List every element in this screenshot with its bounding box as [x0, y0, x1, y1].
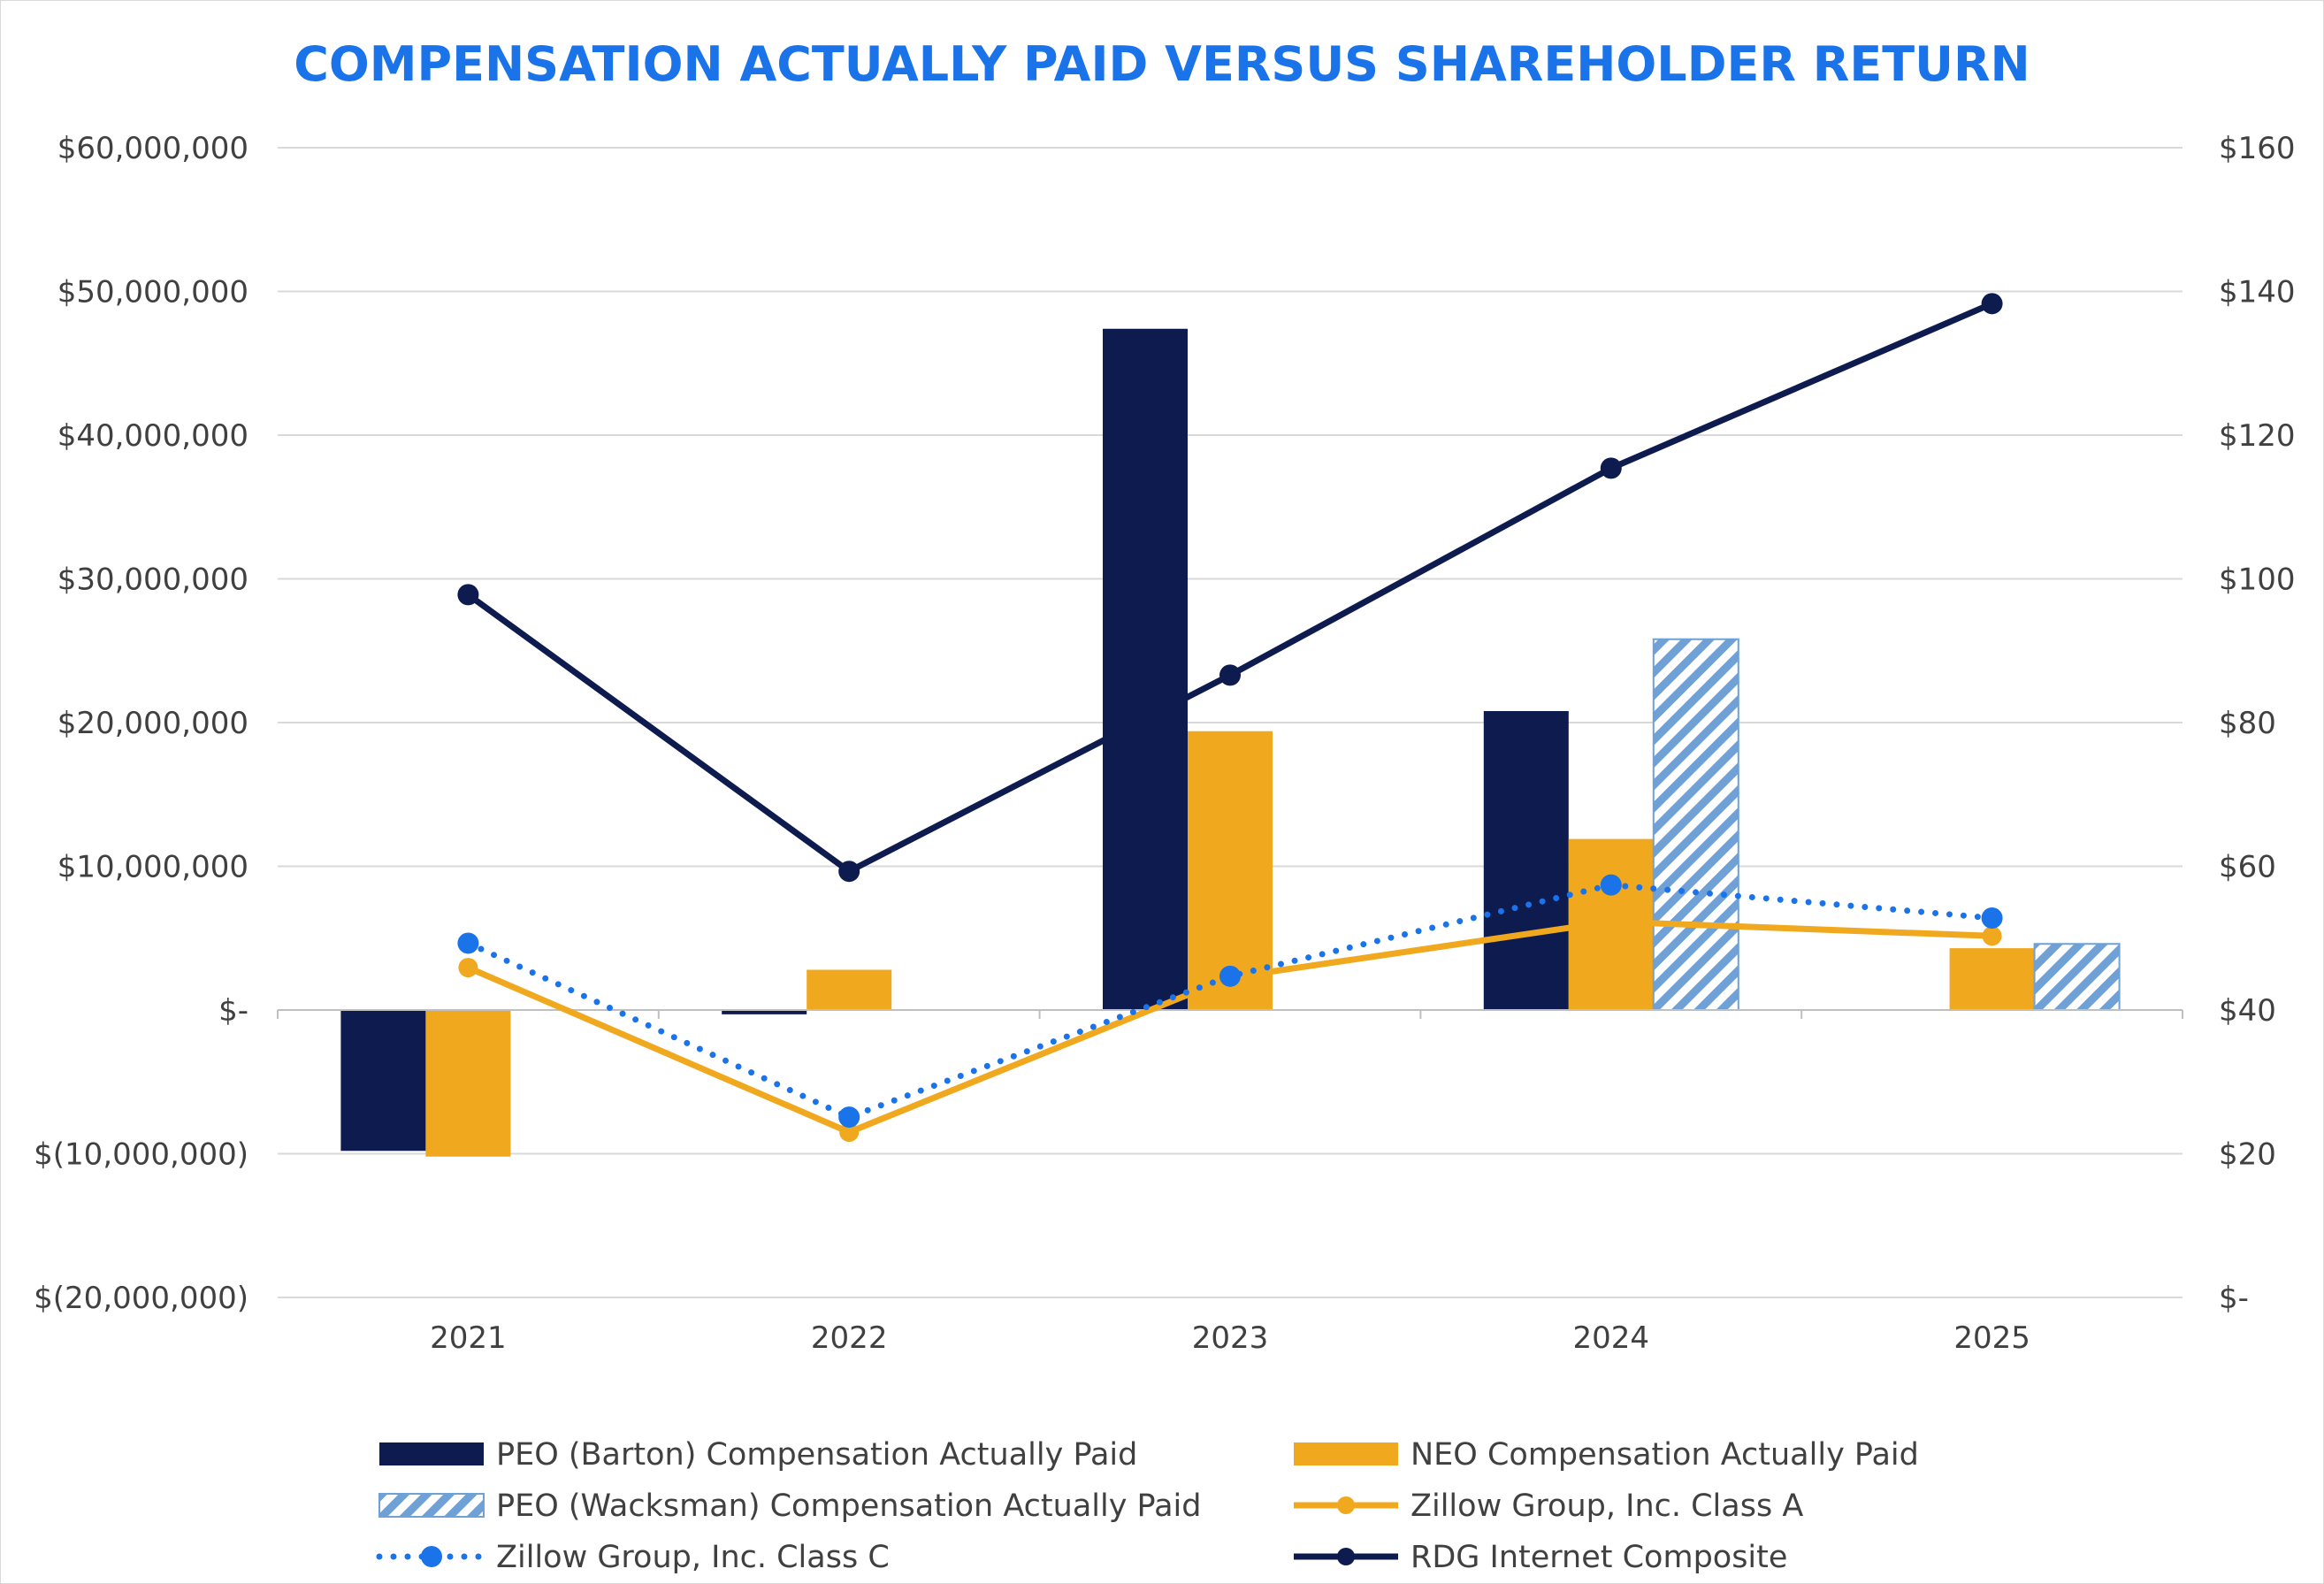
left-tick-label: $40,000,000 — [57, 418, 248, 454]
bar — [1188, 731, 1273, 1010]
legend-label: NEO Compensation Actually Paid — [1410, 1437, 1919, 1473]
legend-swatch — [1294, 1442, 1398, 1465]
legend: PEO (Barton) Compensation Actually Paid N… — [376, 1437, 1919, 1575]
legend-label: PEO (Wacksman) Compensation Actually Pai… — [496, 1488, 1201, 1524]
x-tick-label: 2021 — [430, 1320, 507, 1356]
left-tick-label: $(10,000,000) — [34, 1137, 248, 1173]
bar — [425, 1010, 511, 1157]
legend-swatch — [378, 1493, 485, 1518]
series-point — [839, 1122, 860, 1143]
x-axis-ticks: 2021 2022 2023 2024 2025 — [430, 1320, 2030, 1356]
left-tick-label: $20,000,000 — [57, 706, 248, 741]
bar — [1103, 328, 1188, 1010]
bar — [2033, 943, 2121, 1011]
x-axis — [277, 1009, 2183, 1019]
series-line — [464, 882, 1996, 1121]
series-point — [1981, 293, 2003, 315]
bar — [807, 969, 892, 1010]
legend-label: PEO (Barton) Compensation Actually Paid — [496, 1437, 1137, 1473]
right-tick-label: $120 — [2219, 418, 2296, 454]
bar — [340, 1010, 426, 1152]
right-tick-label: $140 — [2219, 275, 2296, 310]
legend-label: RDG Internet Composite — [1410, 1540, 1787, 1575]
bar — [1652, 638, 1739, 1011]
left-tick-label: $60,000,000 — [57, 131, 248, 166]
series-point — [1219, 664, 1241, 686]
bar — [722, 1010, 807, 1014]
left-tick-label: $30,000,000 — [57, 562, 248, 598]
legend-marker — [1337, 1548, 1355, 1565]
legend-label: Zillow Group, Inc. Class A — [1410, 1488, 1803, 1524]
left-tick-label: $- — [218, 993, 248, 1029]
series-point — [1601, 912, 1621, 932]
left-tick-label: $50,000,000 — [57, 275, 248, 310]
right-axis-ticks: $160 $140 $120 $100 $80 $60 $40 $20 $- — [2219, 131, 2296, 1316]
right-tick-label: $40 — [2219, 993, 2276, 1029]
legend-swatch — [379, 1442, 484, 1465]
series-point — [1600, 874, 1622, 896]
x-tick-label: 2025 — [1953, 1320, 2030, 1356]
chart-title: COMPENSATION ACTUALLY PAID VERSUS SHAREH… — [294, 36, 2030, 92]
series-point — [1981, 907, 2003, 929]
legend-marker — [1337, 1496, 1355, 1514]
right-tick-label: $60 — [2219, 850, 2276, 885]
legend-label: Zillow Group, Inc. Class C — [496, 1540, 890, 1575]
bar — [1483, 711, 1569, 1010]
left-tick-label: $10,000,000 — [57, 850, 248, 885]
gridlines — [278, 147, 2183, 1298]
right-tick-label: $20 — [2219, 1137, 2276, 1173]
series-point — [1600, 457, 1622, 479]
right-tick-label: $- — [2219, 1281, 2249, 1316]
series-point — [1982, 926, 2002, 946]
bar — [1949, 948, 2035, 1010]
series-point — [458, 958, 478, 978]
x-tick-label: 2023 — [1192, 1320, 1269, 1356]
series-point — [1219, 965, 1241, 987]
right-tick-label: $80 — [2219, 706, 2276, 741]
lines — [457, 293, 2003, 1143]
series-point — [838, 861, 860, 883]
bars — [340, 328, 2121, 1157]
x-tick-label: 2022 — [811, 1320, 888, 1356]
right-tick-label: $100 — [2219, 562, 2296, 598]
series-point — [838, 1106, 860, 1129]
legend-marker — [421, 1546, 442, 1567]
x-tick-label: 2024 — [1573, 1320, 1650, 1356]
right-tick-label: $160 — [2219, 131, 2296, 166]
left-tick-label: $(20,000,000) — [34, 1281, 248, 1316]
left-axis-ticks: $60,000,000 $50,000,000 $40,000,000 $30,000… — [34, 131, 248, 1316]
series-point — [457, 584, 479, 606]
series-point — [457, 932, 479, 954]
